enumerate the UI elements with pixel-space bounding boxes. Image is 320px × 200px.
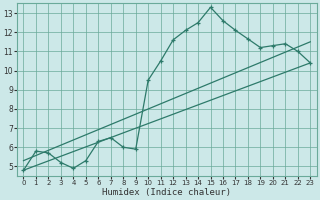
- X-axis label: Humidex (Indice chaleur): Humidex (Indice chaleur): [102, 188, 231, 197]
